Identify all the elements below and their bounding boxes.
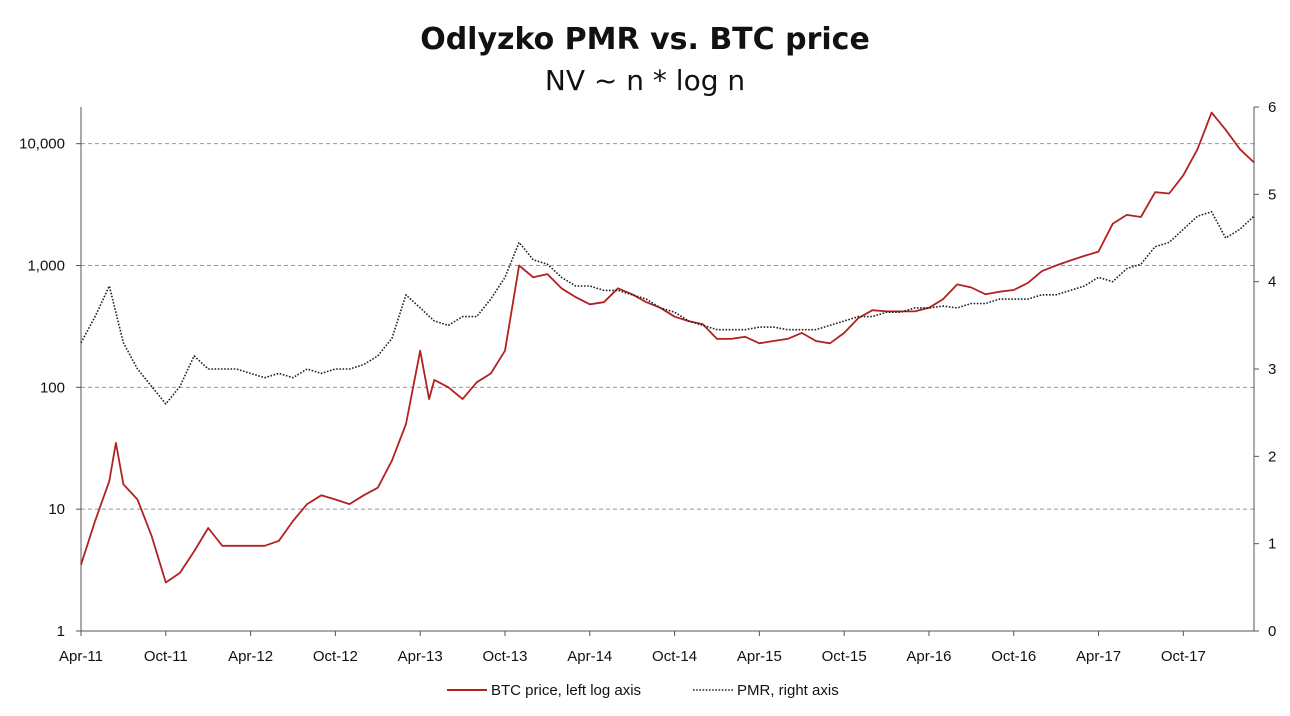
legend-pmr-label: PMR, right axis	[737, 682, 839, 699]
chart-subtitle: NV ~ n * log n	[544, 64, 746, 97]
x-tick-label: Oct-12	[313, 648, 358, 665]
right-tick-label: 4	[1268, 274, 1276, 291]
gridlines	[81, 143, 1254, 510]
x-tick-label: Oct-13	[482, 648, 527, 665]
series-lines	[80, 111, 1255, 584]
x-tick-label: Apr-17	[1076, 648, 1121, 665]
pmr-line	[80, 211, 1255, 405]
tick-labels: 1 10 100 1,000 10,000 0 1 2 3 4 5 6 Apr-11 Oct-11 Apr-…	[19, 99, 1276, 665]
x-tick-label: Oct-15	[822, 648, 867, 665]
x-tick-label: Apr-16	[906, 648, 951, 665]
left-tick-label: 100	[40, 379, 65, 396]
right-tick-label: 3	[1268, 361, 1276, 378]
x-tick-label: Apr-14	[567, 648, 612, 665]
x-tick-label: Apr-15	[737, 648, 782, 665]
right-tick-label: 0	[1268, 623, 1276, 640]
x-tick-label: Oct-16	[991, 648, 1036, 665]
x-tick-label: Oct-17	[1161, 648, 1206, 665]
right-tick-label: 6	[1268, 99, 1276, 116]
x-tick-label: Oct-11	[144, 648, 188, 665]
chart-title: Odlyzko PMR vs. BTC price	[420, 22, 870, 57]
right-tick-label: 1	[1268, 536, 1276, 553]
left-tick-label: 1	[57, 623, 65, 640]
x-tick-label: Apr-13	[398, 648, 443, 665]
btc-price-line	[80, 111, 1255, 584]
x-tick-label: Oct-14	[652, 648, 697, 665]
right-tick-label: 5	[1268, 186, 1276, 203]
x-tick-label: Apr-12	[228, 648, 273, 665]
axes	[76, 106, 1259, 636]
x-tick-label: Apr-11	[59, 648, 103, 665]
left-tick-label: 10	[48, 501, 65, 518]
right-tick-label: 2	[1268, 448, 1276, 465]
legend-btc-label: BTC price, left log axis	[491, 682, 641, 699]
left-tick-label: 1,000	[27, 258, 65, 275]
left-tick-label: 10,000	[19, 136, 65, 153]
legend: BTC price, left log axis PMR, right axis	[447, 682, 839, 699]
